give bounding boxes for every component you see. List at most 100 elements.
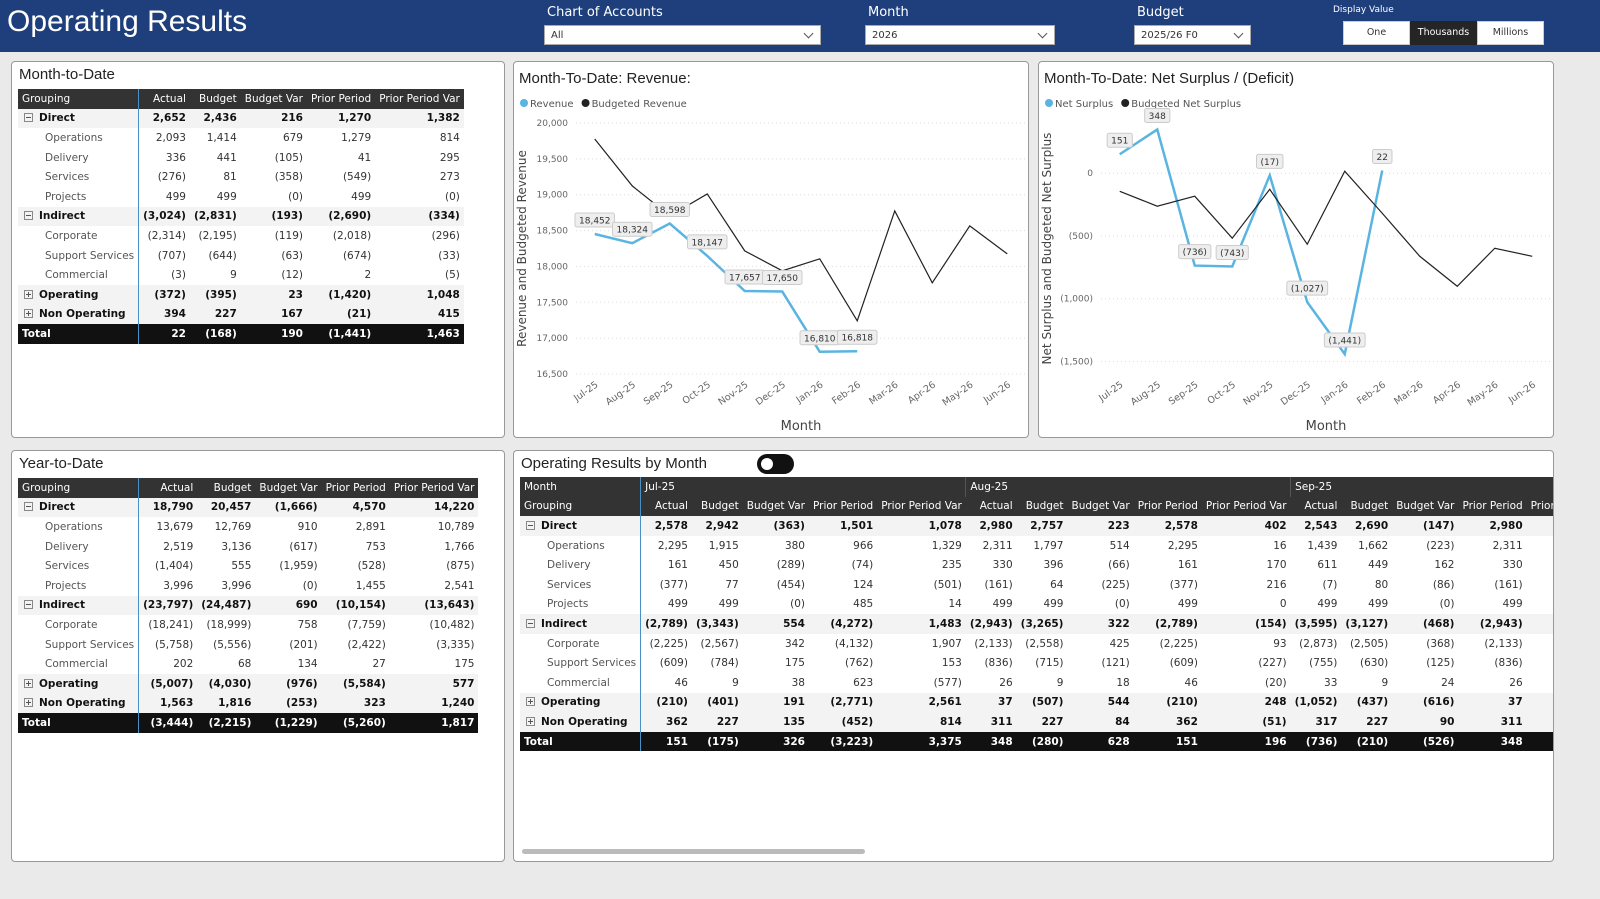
cell: 248 bbox=[1201, 692, 1291, 713]
row-label: Services bbox=[520, 574, 642, 595]
cell: 362 bbox=[1133, 712, 1202, 732]
row-name: Direct bbox=[541, 519, 577, 532]
cell: (51) bbox=[1201, 712, 1291, 732]
cell: (18,999) bbox=[206, 618, 252, 631]
cell: (468) bbox=[1392, 614, 1459, 634]
cell: (24,487) bbox=[197, 595, 256, 616]
cell: 450 bbox=[718, 559, 739, 572]
row-label: Operating bbox=[18, 284, 140, 305]
cell: 26 bbox=[999, 676, 1013, 689]
expand-icon[interactable] bbox=[24, 678, 33, 688]
cell: (121) bbox=[1101, 657, 1130, 670]
expand-icon[interactable] bbox=[526, 716, 535, 726]
expand-icon[interactable] bbox=[24, 211, 33, 221]
expand-icon[interactable] bbox=[526, 618, 535, 628]
table-head: Month Jul-25 Aug-25 Sep-25 Grouping Actual Bud… bbox=[520, 477, 1553, 517]
data-label-text: 18,598 bbox=[654, 206, 686, 216]
cell: 2,578 bbox=[640, 516, 692, 536]
dropdown[interactable]: 2026 bbox=[865, 25, 1055, 45]
option-button[interactable]: Millions bbox=[1477, 21, 1544, 45]
x-tick-label: Feb-26 bbox=[830, 379, 863, 407]
cell: 2,980 bbox=[1458, 516, 1527, 536]
header-cell: Budget Var bbox=[240, 89, 307, 109]
cell: (1,052) bbox=[1290, 692, 1342, 713]
cell: 135 bbox=[742, 712, 809, 732]
cell: (210) bbox=[640, 692, 692, 713]
toggle[interactable] bbox=[757, 454, 794, 474]
dropdown[interactable]: 2025/26 F0 bbox=[1134, 25, 1251, 45]
cell: 77 bbox=[725, 578, 739, 591]
expand-icon[interactable] bbox=[24, 698, 33, 708]
row-label: Operating bbox=[520, 692, 642, 713]
cell: 1,915 bbox=[708, 539, 739, 552]
expand-icon[interactable] bbox=[526, 697, 535, 707]
cell: (5,007) bbox=[138, 673, 198, 694]
table-row: Non Operating 1,563 1,816 (253) 323 1,240 bbox=[18, 693, 479, 714]
label-box bbox=[687, 234, 728, 250]
expand-icon[interactable] bbox=[24, 113, 33, 123]
legend-dot bbox=[581, 99, 590, 107]
legend-label: Budgeted Net Surplus bbox=[1131, 99, 1241, 110]
y-tick-label: 18,000 bbox=[537, 262, 569, 272]
row-label: Indirect bbox=[520, 614, 642, 634]
table-body: Direct 2,652 2,436 216 1,270 1,382 Operations 2… bbox=[18, 108, 464, 344]
cell: 499 bbox=[992, 598, 1013, 611]
data-label-text: 16,810 bbox=[804, 334, 836, 344]
chart: Month-To-Date: Revenue: Revenue Budgeted R… bbox=[515, 70, 1026, 434]
expand-icon[interactable] bbox=[24, 309, 33, 319]
cell: 1,414 bbox=[206, 131, 237, 144]
scrollbar[interactable] bbox=[522, 849, 865, 854]
column-row: Grouping Actual Budget Budget Var Prior Peri… bbox=[18, 89, 464, 109]
cell: 415 bbox=[375, 304, 464, 325]
option-button[interactable]: Thousands bbox=[1410, 21, 1477, 45]
cell: (715) bbox=[1035, 657, 1064, 670]
data-label-text: (1,027) bbox=[1291, 285, 1324, 295]
cell: (210) bbox=[1341, 731, 1393, 752]
cell: (5,260) bbox=[321, 713, 390, 733]
row-name: Projects bbox=[45, 579, 87, 592]
table-body: Direct 2,578 2,942 (363) 1,501 1,078 2,980 2,75… bbox=[520, 516, 1553, 752]
cell: (147) bbox=[1392, 516, 1459, 536]
dropdown[interactable]: All bbox=[544, 25, 821, 45]
header-cell: Prior Period Var bbox=[1526, 496, 1553, 517]
expand-icon[interactable] bbox=[526, 520, 535, 530]
filter: Budget 2025/26 F0 bbox=[1134, 5, 1251, 45]
cell: (2,505) bbox=[1349, 637, 1389, 650]
expand-icon[interactable] bbox=[24, 600, 33, 610]
header-cell: Grouping bbox=[18, 478, 140, 498]
header-cell: Prior Period Var bbox=[1201, 496, 1291, 517]
cell: 1,078 bbox=[877, 516, 966, 536]
cell: 814 bbox=[877, 712, 966, 732]
table-row: Commercial 202 68 134 27 175 bbox=[18, 654, 478, 674]
cell: (2,215) bbox=[197, 713, 256, 733]
option-button[interactable]: One bbox=[1343, 21, 1410, 45]
expand-icon[interactable] bbox=[24, 502, 33, 512]
cell: 499 bbox=[718, 598, 739, 611]
cell: (10,154) bbox=[321, 595, 390, 616]
table: Month Jul-25 Aug-25 Sep-25 Grouping Actual Bud… bbox=[520, 477, 1553, 752]
table-row: Services (377) 77 (454) 124 (501) (161) 64 (225)… bbox=[520, 574, 1553, 595]
cell: 555 bbox=[231, 560, 252, 573]
cell: (740) bbox=[1527, 634, 1553, 654]
header-cell: Prior Period Var bbox=[389, 478, 479, 498]
expand-icon[interactable] bbox=[24, 289, 33, 299]
cell: (836) bbox=[984, 657, 1013, 670]
label-box bbox=[1106, 132, 1133, 148]
cell: 628 bbox=[1067, 731, 1134, 752]
legend-dot bbox=[1121, 99, 1130, 107]
cell: 81 bbox=[223, 171, 237, 184]
cell: 396 bbox=[1043, 559, 1064, 572]
cell: (2,195) bbox=[198, 229, 237, 242]
table-row: Total (3,444) (2,215) (1,229) (5,260) 1,817 bbox=[18, 713, 479, 733]
cell: (526) bbox=[1392, 731, 1459, 752]
cell: (289) bbox=[776, 559, 805, 572]
row-label: Total bbox=[520, 731, 642, 752]
cell: (227) bbox=[1258, 657, 1287, 670]
filter: Chart of Accounts All bbox=[544, 5, 821, 45]
table-row: Non Operating 394 227 167 (21) 415 bbox=[18, 304, 464, 325]
cell: 348 bbox=[965, 731, 1017, 752]
cell: 499 bbox=[1368, 598, 1389, 611]
table-row: Corporate (2,225) (2,567) 342 (4,132) 1,907 (2… bbox=[520, 633, 1553, 654]
header-cell: Prior Period bbox=[808, 496, 878, 517]
cell: 170 bbox=[1266, 559, 1287, 572]
